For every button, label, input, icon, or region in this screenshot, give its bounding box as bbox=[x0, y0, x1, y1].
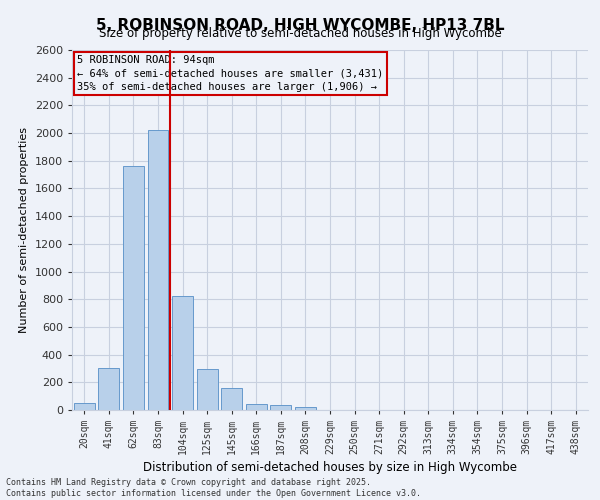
Bar bbox=[246, 404, 267, 410]
Bar bbox=[221, 388, 242, 410]
Text: 5, ROBINSON ROAD, HIGH WYCOMBE, HP13 7BL: 5, ROBINSON ROAD, HIGH WYCOMBE, HP13 7BL bbox=[96, 18, 504, 32]
Text: Size of property relative to semi-detached houses in High Wycombe: Size of property relative to semi-detach… bbox=[98, 28, 502, 40]
Text: Contains HM Land Registry data © Crown copyright and database right 2025.
Contai: Contains HM Land Registry data © Crown c… bbox=[6, 478, 421, 498]
Bar bbox=[74, 403, 95, 410]
Bar bbox=[98, 368, 119, 410]
X-axis label: Distribution of semi-detached houses by size in High Wycombe: Distribution of semi-detached houses by … bbox=[143, 461, 517, 474]
Bar bbox=[123, 166, 144, 410]
Bar bbox=[172, 296, 193, 410]
Text: 5 ROBINSON ROAD: 94sqm
← 64% of semi-detached houses are smaller (3,431)
35% of : 5 ROBINSON ROAD: 94sqm ← 64% of semi-det… bbox=[77, 56, 383, 92]
Y-axis label: Number of semi-detached properties: Number of semi-detached properties bbox=[19, 127, 29, 333]
Bar bbox=[197, 369, 218, 410]
Bar bbox=[148, 130, 169, 410]
Bar bbox=[295, 407, 316, 410]
Bar bbox=[271, 405, 292, 410]
